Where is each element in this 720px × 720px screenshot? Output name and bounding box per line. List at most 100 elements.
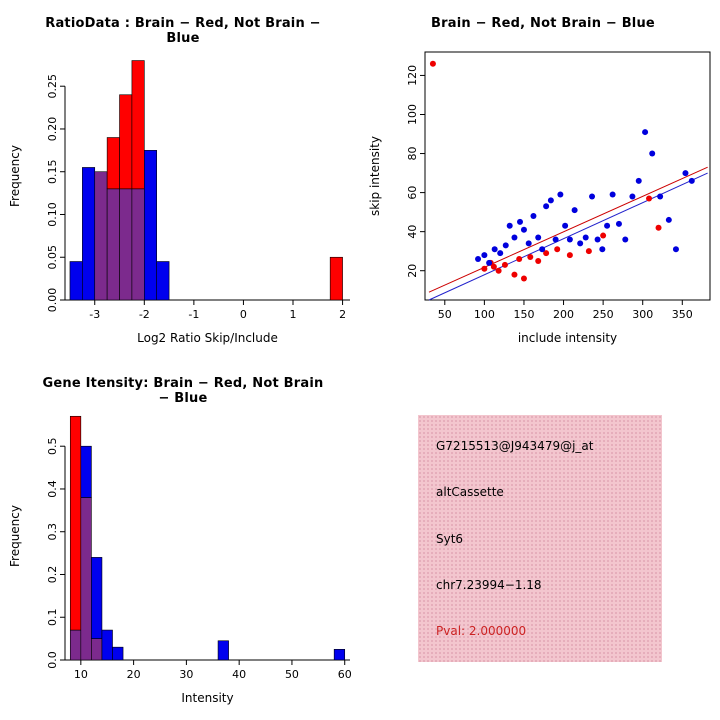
y-tick-label: 0.05 xyxy=(46,245,59,270)
y-tick-label: 100 xyxy=(406,104,419,125)
data-point xyxy=(520,275,527,282)
data-point xyxy=(582,234,589,241)
data-point xyxy=(562,222,569,229)
y-tick-label: 0.3 xyxy=(46,523,59,541)
x-tick-label: 350 xyxy=(672,308,693,321)
hist-bar xyxy=(144,150,157,301)
data-point xyxy=(495,267,502,274)
data-point xyxy=(585,248,592,255)
data-point xyxy=(665,216,672,223)
hist-bar xyxy=(112,646,124,661)
pval-text: Pval: 2.000000 xyxy=(436,624,527,638)
data-point xyxy=(527,254,534,261)
x-tick-label: 150 xyxy=(513,308,534,321)
x-tick-label: 250 xyxy=(593,308,614,321)
data-point xyxy=(511,234,518,241)
data-point xyxy=(525,240,532,247)
y-tick-label: 0.15 xyxy=(46,159,59,184)
data-point xyxy=(501,261,508,268)
data-point xyxy=(571,207,578,214)
hist-bar xyxy=(94,171,108,301)
y-tick-label: 60 xyxy=(406,186,419,200)
data-point xyxy=(649,150,656,157)
y-tick-label: 0.10 xyxy=(46,202,59,227)
data-point xyxy=(577,240,584,247)
gene-intensity-histogram-xlabel: Intensity xyxy=(181,691,234,705)
data-point xyxy=(486,259,493,266)
ratio-histogram-ylabel: Frequency xyxy=(8,145,22,207)
data-point xyxy=(475,255,482,262)
data-point xyxy=(520,226,527,233)
gene-intensity-histogram-panel: Gene Itensity: Brain − Red, Not Brain − … xyxy=(0,360,360,720)
x-tick-label: 200 xyxy=(553,308,574,321)
gene-intensity-histogram-title: Gene Itensity: Brain − Red, Not Brain − … xyxy=(42,376,324,406)
x-tick-label: 100 xyxy=(474,308,495,321)
data-point xyxy=(635,177,642,184)
data-point xyxy=(615,220,622,227)
x-tick-label: 2 xyxy=(339,308,346,321)
hist-bar xyxy=(91,638,103,661)
data-point xyxy=(516,255,523,262)
y-tick-label: 0.0 xyxy=(46,651,59,669)
intensity-scatter-xlabel: include intensity xyxy=(517,331,618,345)
hist-bar xyxy=(80,497,92,661)
gene-info-panel: G7215513@J943479@j_at altCassette Syt6 c… xyxy=(360,360,720,720)
hist-bar xyxy=(91,557,103,639)
hist-bar xyxy=(69,415,82,631)
hist-bar xyxy=(69,261,83,301)
data-point xyxy=(655,224,662,231)
fit-line xyxy=(428,166,708,293)
x-tick-label: 40 xyxy=(232,668,246,681)
ratio-histogram-xlabel: Log2 Ratio Skip/Include xyxy=(137,331,278,345)
data-point xyxy=(535,257,542,264)
hist-bar xyxy=(106,137,120,190)
data-point xyxy=(589,193,596,200)
data-point xyxy=(629,193,636,200)
data-point xyxy=(609,191,616,198)
data-point xyxy=(622,236,629,243)
data-point xyxy=(657,193,664,200)
hist-bar xyxy=(131,188,145,301)
data-point xyxy=(646,195,653,202)
data-point xyxy=(511,271,518,278)
data-point xyxy=(688,177,695,184)
data-point xyxy=(502,242,509,249)
x-tick-label: -1 xyxy=(188,308,199,321)
x-tick-label: 50 xyxy=(285,668,299,681)
data-point xyxy=(604,222,611,229)
intensity-scatter-plot: 50 100 150 200 250 300 350 20 40 60 80 100 120 xyxy=(406,51,711,321)
x-tick-label: 10 xyxy=(74,668,88,681)
ratio-histogram-title: RatioData : Brain − Red, Not Brain − Blu… xyxy=(45,16,321,46)
hist-bar xyxy=(69,629,82,661)
hist-bar xyxy=(106,188,120,301)
hist-bar xyxy=(119,94,133,190)
data-point xyxy=(547,197,554,204)
data-point xyxy=(490,263,497,270)
data-point xyxy=(566,236,573,243)
y-tick-label: 0.1 xyxy=(46,608,59,626)
y-tick-label: 80 xyxy=(406,147,419,161)
plot-box xyxy=(424,51,711,301)
data-point xyxy=(552,236,559,243)
data-point xyxy=(491,246,498,253)
event-type-text: altCassette xyxy=(436,485,504,500)
hist-bar xyxy=(82,167,96,301)
data-point xyxy=(530,213,537,220)
hist-bar xyxy=(333,649,346,661)
hist-bar xyxy=(119,188,133,301)
data-point xyxy=(543,250,550,257)
ratio-histogram-plot: -3 -2 -1 0 1 2 0.00 0.05 0.10 0.15 0.20 0.25 xyxy=(46,60,350,321)
intensity-scatter-panel: Brain − Red, Not Brain − Blue 50 100 150 20… xyxy=(360,0,720,360)
data-point xyxy=(506,222,513,229)
hist-bar xyxy=(80,445,92,498)
data-point xyxy=(543,203,550,210)
gene-name-text: Syt6 xyxy=(436,531,464,546)
data-point xyxy=(594,236,601,243)
y-tick-label: 0.5 xyxy=(46,437,59,455)
probe-id-text: G7215513@J943479@j_at xyxy=(436,439,594,453)
intensity-scatter-ylabel: skip intensity xyxy=(368,136,382,216)
x-tick-label: 60 xyxy=(338,668,352,681)
y-tick-label: 0.2 xyxy=(46,566,59,584)
y-tick-label: 0.25 xyxy=(46,74,59,99)
data-point xyxy=(429,60,436,67)
